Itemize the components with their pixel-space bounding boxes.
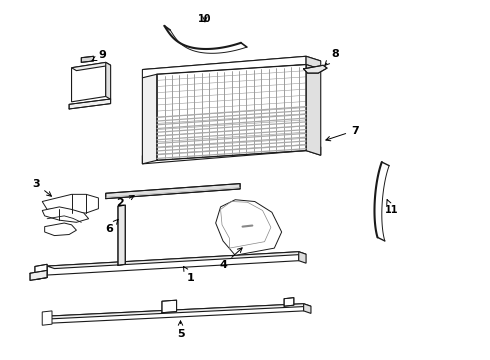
Text: 11: 11	[385, 199, 398, 216]
Polygon shape	[162, 300, 176, 313]
Text: 8: 8	[325, 49, 339, 65]
Polygon shape	[216, 200, 282, 255]
Polygon shape	[157, 64, 306, 160]
Polygon shape	[306, 56, 321, 69]
Text: 3: 3	[32, 179, 51, 196]
Polygon shape	[72, 62, 106, 102]
Polygon shape	[299, 252, 306, 263]
Polygon shape	[69, 99, 111, 109]
Polygon shape	[143, 74, 157, 164]
Polygon shape	[42, 194, 98, 213]
Text: 5: 5	[177, 321, 184, 339]
Polygon shape	[306, 64, 321, 155]
Polygon shape	[304, 304, 311, 314]
Polygon shape	[81, 56, 94, 62]
Polygon shape	[42, 311, 52, 325]
Polygon shape	[35, 264, 47, 280]
Polygon shape	[143, 56, 306, 78]
Text: 10: 10	[198, 14, 212, 24]
Polygon shape	[45, 304, 311, 319]
Text: 4: 4	[219, 248, 242, 270]
Polygon shape	[47, 252, 306, 269]
Polygon shape	[106, 184, 240, 199]
Polygon shape	[72, 62, 111, 71]
Polygon shape	[45, 304, 304, 323]
Polygon shape	[106, 62, 111, 99]
Text: 1: 1	[183, 266, 194, 283]
Polygon shape	[118, 205, 125, 265]
Polygon shape	[42, 207, 89, 222]
Text: 2: 2	[117, 195, 134, 208]
Polygon shape	[30, 270, 47, 280]
Text: 7: 7	[326, 126, 359, 141]
Polygon shape	[143, 56, 321, 74]
Polygon shape	[45, 223, 76, 235]
Polygon shape	[143, 142, 306, 164]
Polygon shape	[47, 252, 299, 275]
Polygon shape	[304, 65, 327, 73]
Text: 6: 6	[105, 219, 118, 234]
Text: 9: 9	[92, 50, 106, 60]
Polygon shape	[143, 142, 321, 160]
Polygon shape	[284, 298, 294, 306]
Polygon shape	[306, 142, 321, 155]
